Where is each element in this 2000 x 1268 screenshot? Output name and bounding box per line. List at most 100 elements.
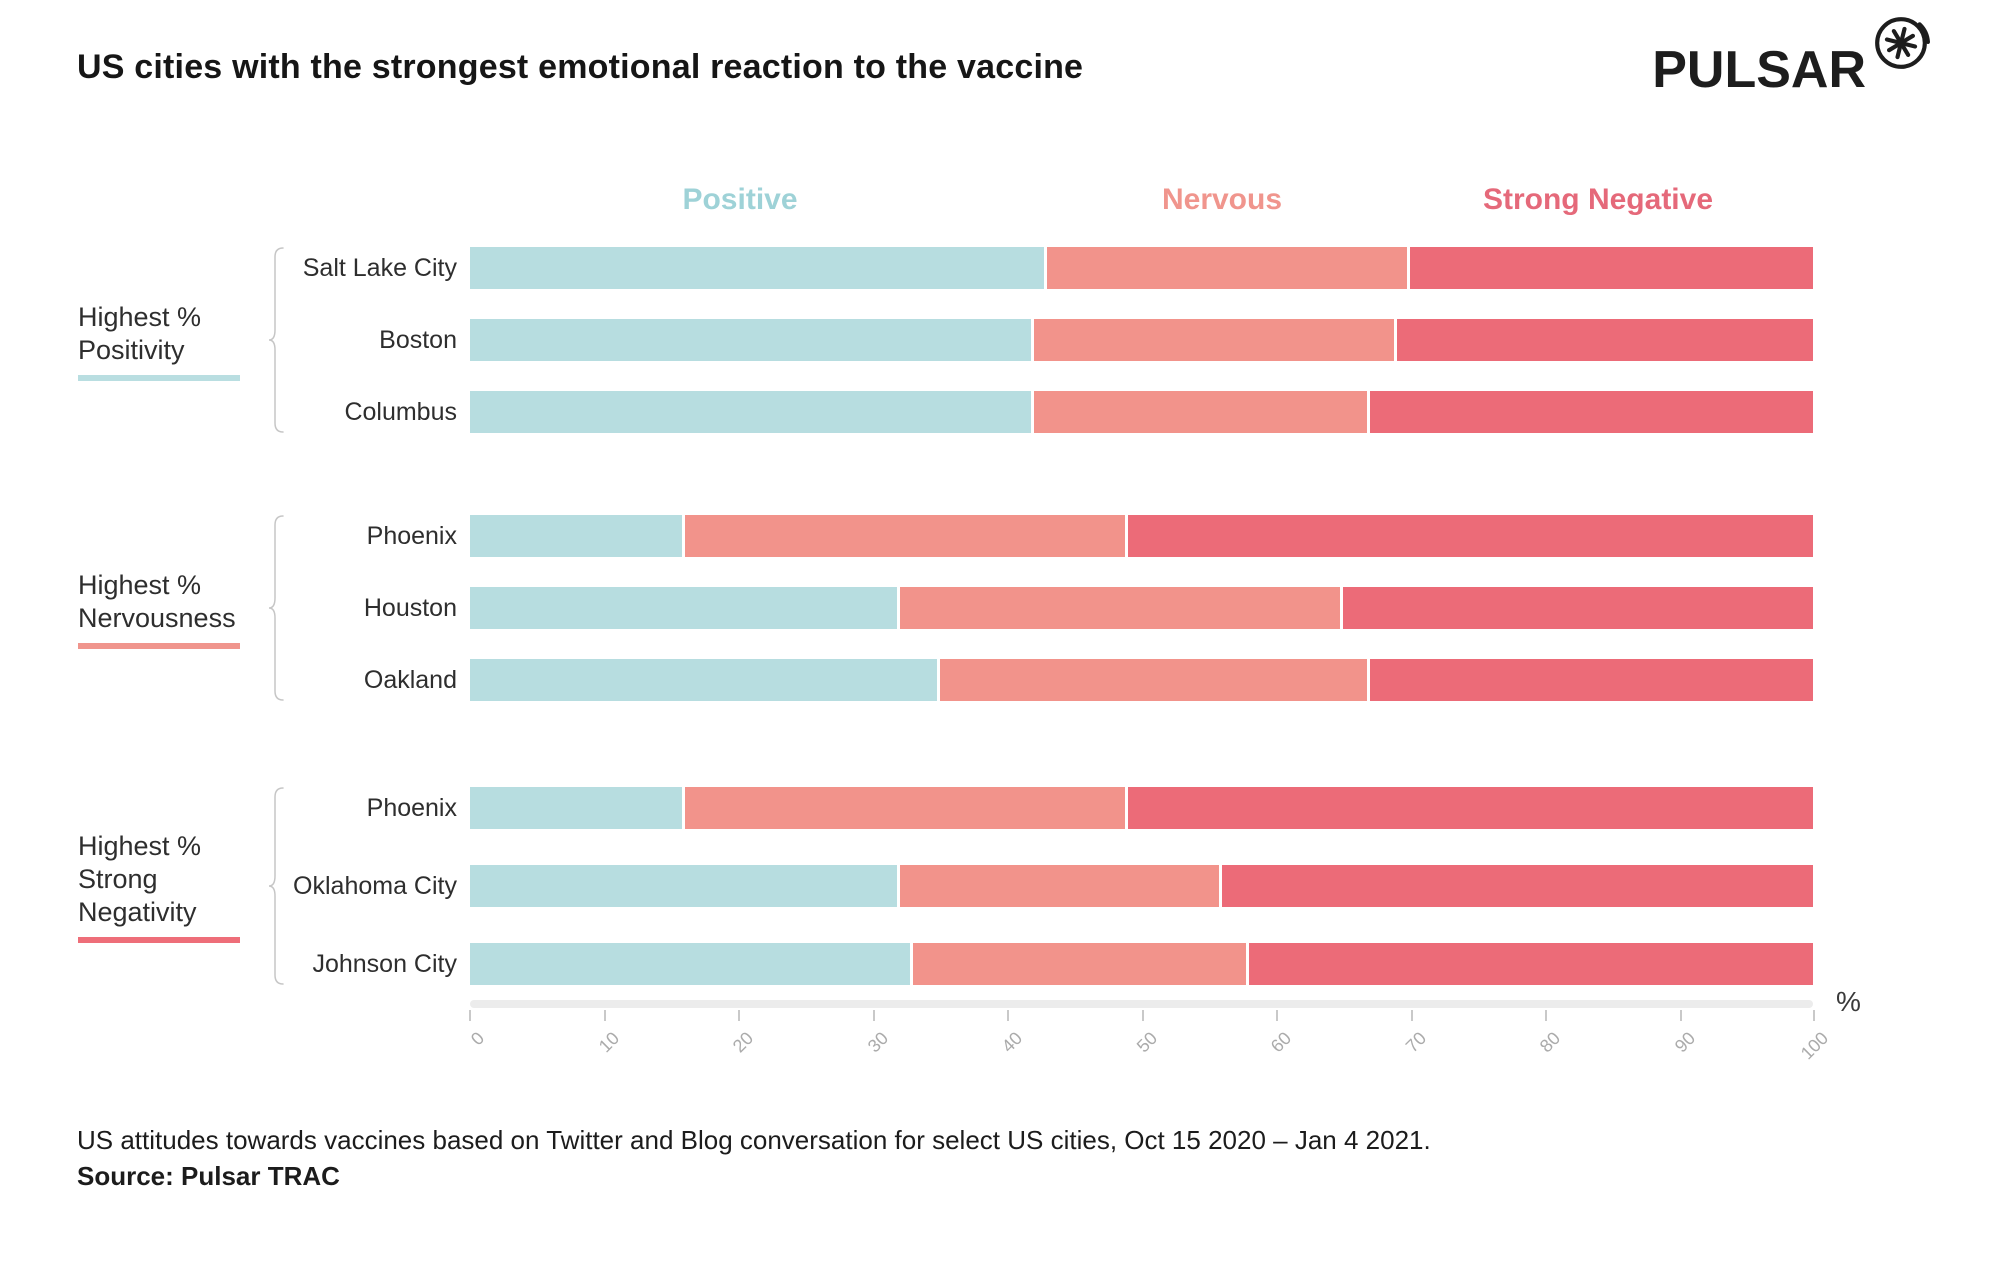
x-axis-tick <box>1679 1010 1682 1021</box>
group-label-line: Strong <box>78 864 158 894</box>
x-axis-tick <box>1813 1010 1815 1021</box>
group-bracket <box>268 787 284 985</box>
group-label-line: Highest % <box>78 831 202 861</box>
city-label: Phoenix <box>366 522 457 550</box>
page-title: US cities with the strongest emotional r… <box>77 48 1084 86</box>
x-axis-tick-label: 90 <box>1670 1028 1699 1057</box>
stacked-bar <box>470 659 1813 701</box>
x-axis-tick-label: 100 <box>1796 1028 1833 1064</box>
bar-segment-positive <box>470 247 1048 289</box>
stacked-bar <box>470 865 1813 907</box>
bar-segment-nervous <box>1034 391 1370 433</box>
x-axis-tick-label: 60 <box>1266 1028 1296 1057</box>
group-underline-positivity <box>78 375 240 381</box>
bar-segment-nervous <box>899 865 1223 907</box>
x-axis-tick <box>1276 1010 1278 1021</box>
bar-row: Columbus <box>0 391 2000 433</box>
bar-segment-positive <box>470 659 941 701</box>
bar-segment-strong-negative <box>1396 319 1813 361</box>
city-label: Boston <box>379 326 457 354</box>
footer-caption: US attitudes towards vaccines based on T… <box>77 1125 1431 1155</box>
bar-segment-strong-negative <box>1410 247 1813 289</box>
pulsar-star-icon <box>1875 17 1930 69</box>
pulsar-logo: PULSAR <box>1652 14 1930 100</box>
x-axis-tick-label: 30 <box>863 1028 892 1057</box>
x-axis-tick-label: 80 <box>1535 1028 1565 1057</box>
bar-segment-positive <box>470 787 685 829</box>
city-label: Johnson City <box>312 950 457 978</box>
legend-positive: Positive <box>682 183 798 216</box>
bar-segment-nervous <box>684 515 1129 557</box>
stacked-bar <box>470 515 1813 557</box>
stacked-bar <box>470 247 1813 289</box>
stacked-bar <box>470 787 1813 829</box>
x-axis-tick <box>1141 1010 1144 1021</box>
stacked-bar <box>470 587 1813 629</box>
bar-row: Johnson City <box>0 943 2000 985</box>
bar-segment-nervous <box>1034 319 1397 361</box>
bar-segment-positive <box>470 319 1035 361</box>
x-axis-tick-label: 50 <box>1132 1028 1161 1057</box>
city-label: Phoenix <box>366 794 457 822</box>
bar-segment-nervous <box>940 659 1370 701</box>
bar-segment-positive <box>470 391 1035 433</box>
group-label-line: Highest % <box>78 302 202 332</box>
x-axis-band <box>470 1000 1813 1008</box>
x-axis-tick <box>1410 1010 1413 1021</box>
city-label: Oakland <box>363 666 457 694</box>
x-axis-unit-label: % <box>1836 986 1861 1017</box>
bar-row: Oakland <box>0 659 2000 701</box>
stacked-bar <box>470 391 1813 433</box>
city-label: Salt Lake City <box>302 254 457 282</box>
footer-source: Source: Pulsar TRAC <box>77 1161 340 1191</box>
bar-row: Salt Lake City <box>0 247 2000 289</box>
group-label-line: Highest % <box>78 570 202 600</box>
bar-segment-strong-negative <box>1369 659 1813 701</box>
stacked-bar <box>470 319 1813 361</box>
legend-strong-negative: Strong Negative <box>1482 183 1714 216</box>
group-label-strong-negativity: Highest % Strong Negativity <box>78 830 288 943</box>
bar-segment-nervous <box>684 787 1129 829</box>
group-label-positivity: Highest % Positivity <box>78 301 288 381</box>
x-axis-tick-label: 70 <box>1401 1028 1430 1057</box>
city-label: Oklahoma City <box>293 872 457 900</box>
bar-segment-strong-negative <box>1369 391 1813 433</box>
bar-segment-positive <box>470 865 900 907</box>
legend-nervous: Nervous <box>1161 183 1283 216</box>
bar-segment-nervous <box>899 587 1343 629</box>
bar-segment-positive <box>470 943 914 985</box>
bar-segment-nervous <box>913 943 1249 985</box>
bar-segment-nervous <box>1047 247 1411 289</box>
group-bracket <box>268 515 284 701</box>
footer: US attitudes towards vaccines based on T… <box>77 1122 1431 1194</box>
city-label: Columbus <box>344 398 457 426</box>
bar-segment-strong-negative <box>1222 865 1813 907</box>
x-axis-tick <box>738 1010 740 1021</box>
bar-row: Phoenix <box>0 787 2000 829</box>
bar-row: Houston <box>0 587 2000 629</box>
pulsar-logo-text: PULSAR <box>1652 41 1866 99</box>
group-label-line: Negativity <box>78 897 197 927</box>
bar-segment-positive <box>470 515 685 557</box>
bar-row: Boston <box>0 319 2000 361</box>
x-axis-tick-label: 0 <box>466 1028 489 1050</box>
group-underline-strong-negativity <box>78 937 240 943</box>
x-axis-tick <box>469 1010 471 1021</box>
x-axis-tick <box>1545 1010 1547 1021</box>
group-label-nervousness: Highest % Nervousness <box>78 569 288 649</box>
x-axis-tick <box>872 1010 875 1021</box>
group-label-line: Nervousness <box>78 603 236 633</box>
group-underline-nervousness <box>78 643 240 649</box>
x-axis-tick <box>1007 1010 1009 1021</box>
bar-segment-strong-negative <box>1128 787 1813 829</box>
x-axis-tick <box>603 1010 606 1021</box>
bar-segment-positive <box>470 587 900 629</box>
bar-row: Phoenix <box>0 515 2000 557</box>
group-bracket <box>268 247 284 433</box>
stacked-bar <box>470 943 1813 985</box>
x-axis-tick-label: 20 <box>728 1028 758 1057</box>
x-axis-tick-label: 40 <box>997 1028 1027 1057</box>
x-axis: 0 10 20 30 40 50 60 70 80 90 100 % <box>466 986 1861 1070</box>
city-label: Houston <box>363 594 457 622</box>
